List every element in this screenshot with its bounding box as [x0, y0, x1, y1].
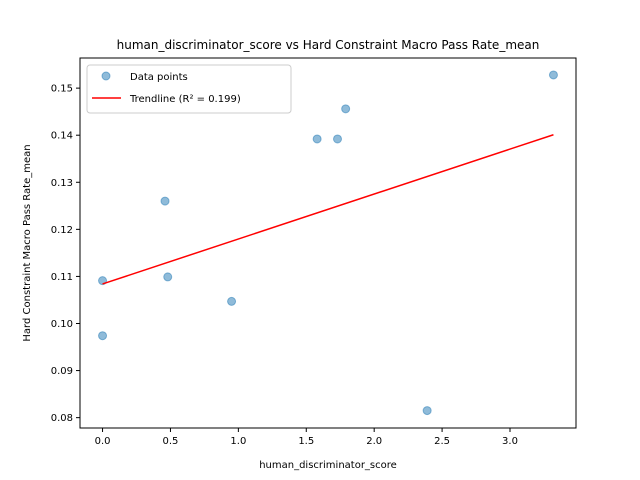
y-tick-label: 0.14	[51, 131, 73, 142]
y-tick-label: 0.12	[51, 225, 73, 236]
legend-label-trendline: Trendline (R² = 0.199)	[129, 94, 241, 105]
y-tick-label: 0.15	[51, 84, 73, 95]
x-axis-ticks: 0.0 0.5 1.0 1.5 2.0 2.5 3.0	[95, 428, 518, 447]
x-tick-label: 2.0	[366, 436, 382, 447]
data-point	[312, 134, 322, 144]
x-axis-label: human_discriminator_score	[259, 460, 397, 471]
y-axis-label: Hard Constraint Macro Pass Rate_mean	[22, 144, 33, 341]
data-point	[98, 331, 108, 341]
data-point	[422, 406, 432, 416]
data-point	[548, 70, 558, 80]
plot-frame	[79, 57, 577, 429]
y-tick-label: 0.10	[51, 319, 73, 330]
plot-area	[80, 58, 576, 428]
chart-title: human_discriminator_score vs Hard Constr…	[117, 38, 540, 52]
legend-label-data-points: Data points	[130, 72, 188, 83]
data-point	[163, 272, 173, 282]
series-layer	[98, 70, 558, 416]
y-tick-label: 0.08	[51, 413, 73, 424]
x-tick-label: 1.0	[230, 436, 246, 447]
data-point	[227, 296, 237, 306]
data-point	[341, 104, 351, 114]
x-tick-label: 3.0	[502, 436, 518, 447]
y-tick-label: 0.11	[51, 272, 73, 283]
y-axis-ticks: 0.08 0.09 0.10 0.11 0.12 0.13 0.14 0.15	[51, 84, 80, 424]
data-point	[333, 134, 343, 144]
y-tick-label: 0.09	[51, 366, 73, 377]
legend-frame	[86, 64, 292, 114]
legend: Data points Trendline (R² = 0.199)	[86, 64, 292, 114]
x-tick-label: 0.0	[95, 436, 111, 447]
x-tick-label: 1.5	[298, 436, 314, 447]
data-point	[160, 196, 170, 206]
legend-marker-data-points	[101, 71, 111, 81]
x-tick-label: 2.5	[434, 436, 450, 447]
x-tick-label: 0.5	[163, 436, 179, 447]
trendline	[102, 134, 554, 285]
y-tick-label: 0.13	[51, 178, 73, 189]
